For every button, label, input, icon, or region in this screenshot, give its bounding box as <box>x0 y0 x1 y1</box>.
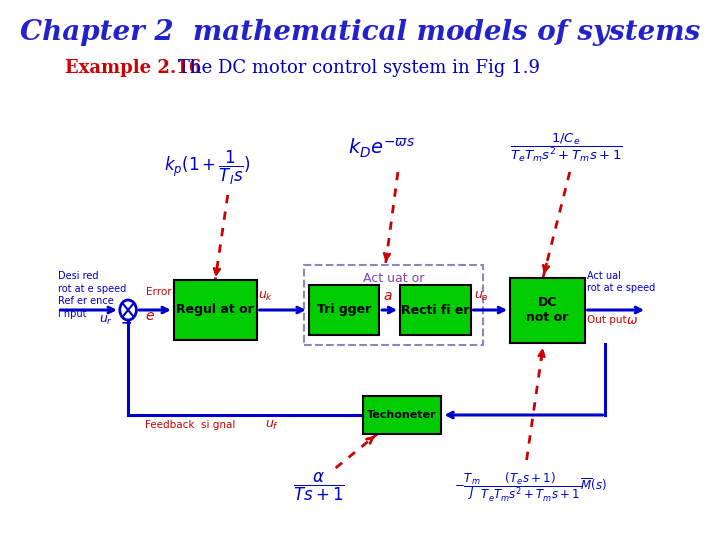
Text: $u_r$: $u_r$ <box>99 313 113 327</box>
Text: Out put: Out put <box>588 315 630 325</box>
Text: $\dfrac{1/C_e}{T_eT_ms^2+T_ms+1}$: $\dfrac{1/C_e}{T_eT_ms^2+T_ms+1}$ <box>510 132 623 164</box>
Text: Chapter 2  mathematical models of systems: Chapter 2 mathematical models of systems <box>20 18 701 45</box>
Text: Act uat or: Act uat or <box>363 273 425 286</box>
Bar <box>309 285 379 335</box>
Text: $u_f$: $u_f$ <box>265 418 279 431</box>
Text: Tri gger: Tri gger <box>317 303 371 316</box>
Text: Error: Error <box>146 287 172 297</box>
Text: a: a <box>384 289 392 303</box>
Bar <box>363 396 441 434</box>
Text: The DC motor control system in Fig 1.9: The DC motor control system in Fig 1.9 <box>178 59 540 77</box>
Text: $k_D e^{-\varpi s}$: $k_D e^{-\varpi s}$ <box>348 137 415 160</box>
Bar <box>174 280 257 340</box>
Text: $u_a$: $u_a$ <box>474 289 488 302</box>
Text: $\omega$: $\omega$ <box>626 314 638 327</box>
Text: Desi red
rot at e speed
Ref er ence
i nput: Desi red rot at e speed Ref er ence i np… <box>58 272 126 319</box>
Text: DC
not or: DC not or <box>526 296 569 324</box>
Text: e: e <box>145 309 154 323</box>
Text: Feedback  si gnal: Feedback si gnal <box>145 420 242 430</box>
Text: Regul at or: Regul at or <box>176 303 254 316</box>
Text: Act ual
rot at e speed: Act ual rot at e speed <box>588 271 655 293</box>
Bar <box>400 285 471 335</box>
Text: Techoneter: Techoneter <box>367 410 437 420</box>
Text: $u_k$: $u_k$ <box>258 289 274 302</box>
Text: −: − <box>121 315 132 329</box>
Text: $-\dfrac{T_m}{J}\dfrac{(T_es+1)}{T_eT_ms^2+T_ms+1}\overline{M}(s)$: $-\dfrac{T_m}{J}\dfrac{(T_es+1)}{T_eT_ms… <box>454 470 608 503</box>
Text: Recti fi er: Recti fi er <box>401 303 469 316</box>
Bar <box>304 265 483 345</box>
Bar <box>510 278 585 342</box>
Text: $k_p(1+\dfrac{1}{T_I s})$: $k_p(1+\dfrac{1}{T_I s})$ <box>163 149 251 187</box>
Text: Example 2.16: Example 2.16 <box>65 59 202 77</box>
Text: $\dfrac{\alpha}{Ts+1}$: $\dfrac{\alpha}{Ts+1}$ <box>293 471 345 503</box>
